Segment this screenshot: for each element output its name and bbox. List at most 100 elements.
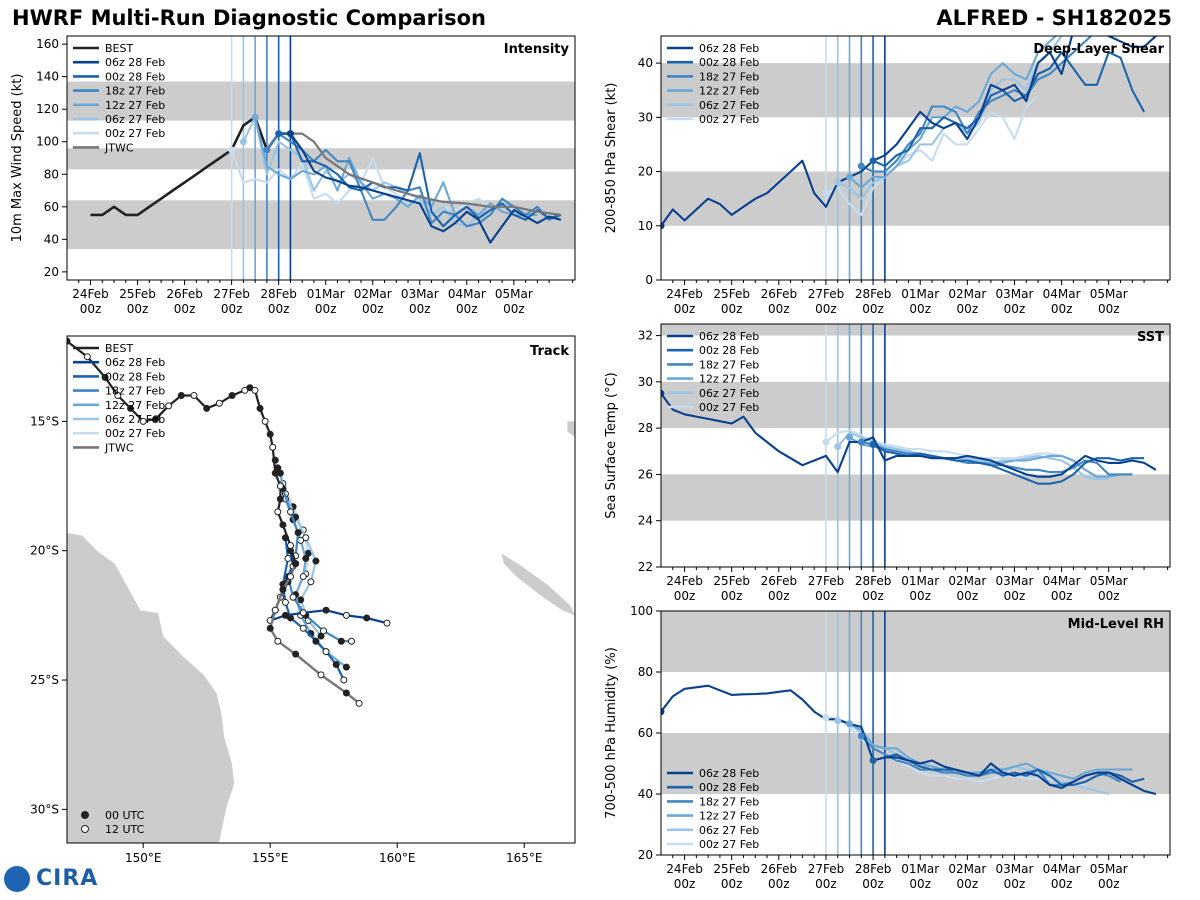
- x-tick-label: 01Mar: [901, 574, 939, 588]
- shaded-band: [661, 171, 1170, 226]
- run-start-marker: [857, 732, 865, 740]
- x-tick-label: 00z: [957, 877, 979, 891]
- track-point: [294, 529, 302, 537]
- track-point: [152, 415, 160, 423]
- run-start-marker: [869, 440, 877, 448]
- x-tick-label: 02Mar: [354, 287, 392, 301]
- plot-frame: [660, 323, 1171, 568]
- x-tick-label: 28Feb: [260, 287, 297, 301]
- x-tick-label: 00z: [1004, 877, 1026, 891]
- x-tick-label: 00z: [909, 877, 931, 891]
- track-line-jtwc: [269, 563, 360, 705]
- panel-3: 22242628303224Feb00z25Feb00z26Feb00z27Fe…: [604, 323, 1171, 603]
- track-point: [355, 699, 363, 707]
- series-line: [661, 36, 1157, 227]
- run-start-marker: [834, 443, 842, 451]
- legend-label: 00z 28 Feb: [105, 370, 165, 383]
- panel-title: SST: [1137, 330, 1164, 345]
- map-content: [67, 337, 575, 843]
- y-tick-label: 30: [638, 110, 653, 124]
- x-tick-label: 27Feb: [808, 287, 845, 301]
- track-line: [281, 488, 352, 643]
- track-point: [307, 578, 315, 586]
- track-point: [271, 606, 279, 614]
- series-lines: [90, 113, 562, 244]
- series-line: [848, 36, 1058, 189]
- panel-title: Deep-Layer Shear: [1033, 42, 1164, 57]
- run-start-marker: [239, 138, 247, 146]
- run-start-marker: [869, 756, 877, 764]
- track-point: [228, 391, 236, 399]
- x-tick-label: 27Feb: [213, 287, 250, 301]
- x-tick-label: 00z: [456, 302, 478, 316]
- legend-label: 18z 27 Feb: [699, 358, 759, 371]
- track-point: [284, 554, 292, 562]
- series-line: [254, 117, 538, 216]
- y-tick-label: 20°S: [30, 544, 59, 558]
- panel-0: 2040608010012014016024Feb00z25Feb00z26Fe…: [10, 35, 576, 316]
- track-point: [266, 430, 274, 438]
- x-tick-label: 25Feb: [713, 574, 750, 588]
- track-point: [340, 676, 348, 684]
- track-point: [279, 586, 287, 593]
- legend-label: 06z 27 Feb: [105, 113, 165, 126]
- x-tick-label: 04Mar: [1043, 287, 1081, 301]
- y-tick-label: 80: [44, 167, 59, 181]
- legend-label: 06z 28 Feb: [105, 56, 165, 69]
- x-tick-label: 05Mar: [1090, 574, 1128, 588]
- track-point: [281, 611, 289, 619]
- x-tick-label: 24Feb: [72, 287, 109, 301]
- y-tick-label: 40: [638, 56, 653, 70]
- run-start-marker: [661, 708, 665, 716]
- run-start-marker: [822, 189, 830, 197]
- track-point: [287, 542, 295, 550]
- x-tick-label: 00z: [1098, 589, 1120, 603]
- y-tick-label: 160: [36, 37, 59, 51]
- x-tick-label: 04Mar: [1043, 574, 1081, 588]
- legend-label: BEST: [105, 42, 133, 55]
- track-point: [342, 611, 350, 619]
- y-tick-label: 120: [36, 102, 59, 116]
- panel-title: Mid-Level RH: [1068, 617, 1164, 632]
- y-tick-label: 100: [630, 604, 653, 618]
- x-tick-label: 160°E: [379, 851, 416, 865]
- legend-label: 06z 27 Feb: [105, 413, 165, 426]
- legend-label: 00z 28 Feb: [105, 70, 165, 83]
- run-start-marker: [846, 433, 854, 441]
- series-line: [861, 440, 1133, 476]
- x-tick-label: 27Feb: [808, 862, 845, 876]
- track-point: [67, 337, 71, 345]
- legend-label: 06z 27 Feb: [699, 387, 759, 400]
- track-point: [342, 689, 350, 697]
- x-tick-label: 25Feb: [119, 287, 156, 301]
- x-tick-label: 00z: [1098, 302, 1120, 316]
- track-point: [302, 554, 310, 562]
- run-start-marker: [286, 130, 294, 138]
- track-point: [276, 495, 284, 503]
- x-tick-label: 04Mar: [448, 287, 486, 301]
- track-point: [342, 663, 350, 671]
- x-tick-label: 25Feb: [713, 862, 750, 876]
- legend-label: 00z 27 Feb: [699, 838, 759, 851]
- series-line: [661, 392, 1157, 478]
- x-tick-label: 02Mar: [948, 574, 986, 588]
- y-tick-label: 15°S: [30, 414, 59, 428]
- x-tick-label: 00z: [127, 302, 149, 316]
- track-point: [312, 637, 320, 645]
- land-australia: [67, 532, 236, 843]
- marker-legend-symbol: [81, 811, 89, 819]
- series-line: [872, 443, 1145, 485]
- x-tick-label: 00z: [674, 877, 696, 891]
- legend-label: JTWC: [104, 141, 134, 154]
- x-tick-label: 150°E: [125, 851, 162, 865]
- track-point: [261, 417, 269, 425]
- y-tick-label: 40: [44, 232, 59, 246]
- run-start-marker: [869, 157, 877, 165]
- legend-label: JTWC: [104, 441, 134, 454]
- x-tick-label: 00z: [768, 302, 790, 316]
- x-tick-label: 00z: [1051, 589, 1073, 603]
- track-point: [101, 373, 109, 381]
- y-tick-label: 24: [638, 514, 653, 528]
- track-point: [127, 404, 134, 412]
